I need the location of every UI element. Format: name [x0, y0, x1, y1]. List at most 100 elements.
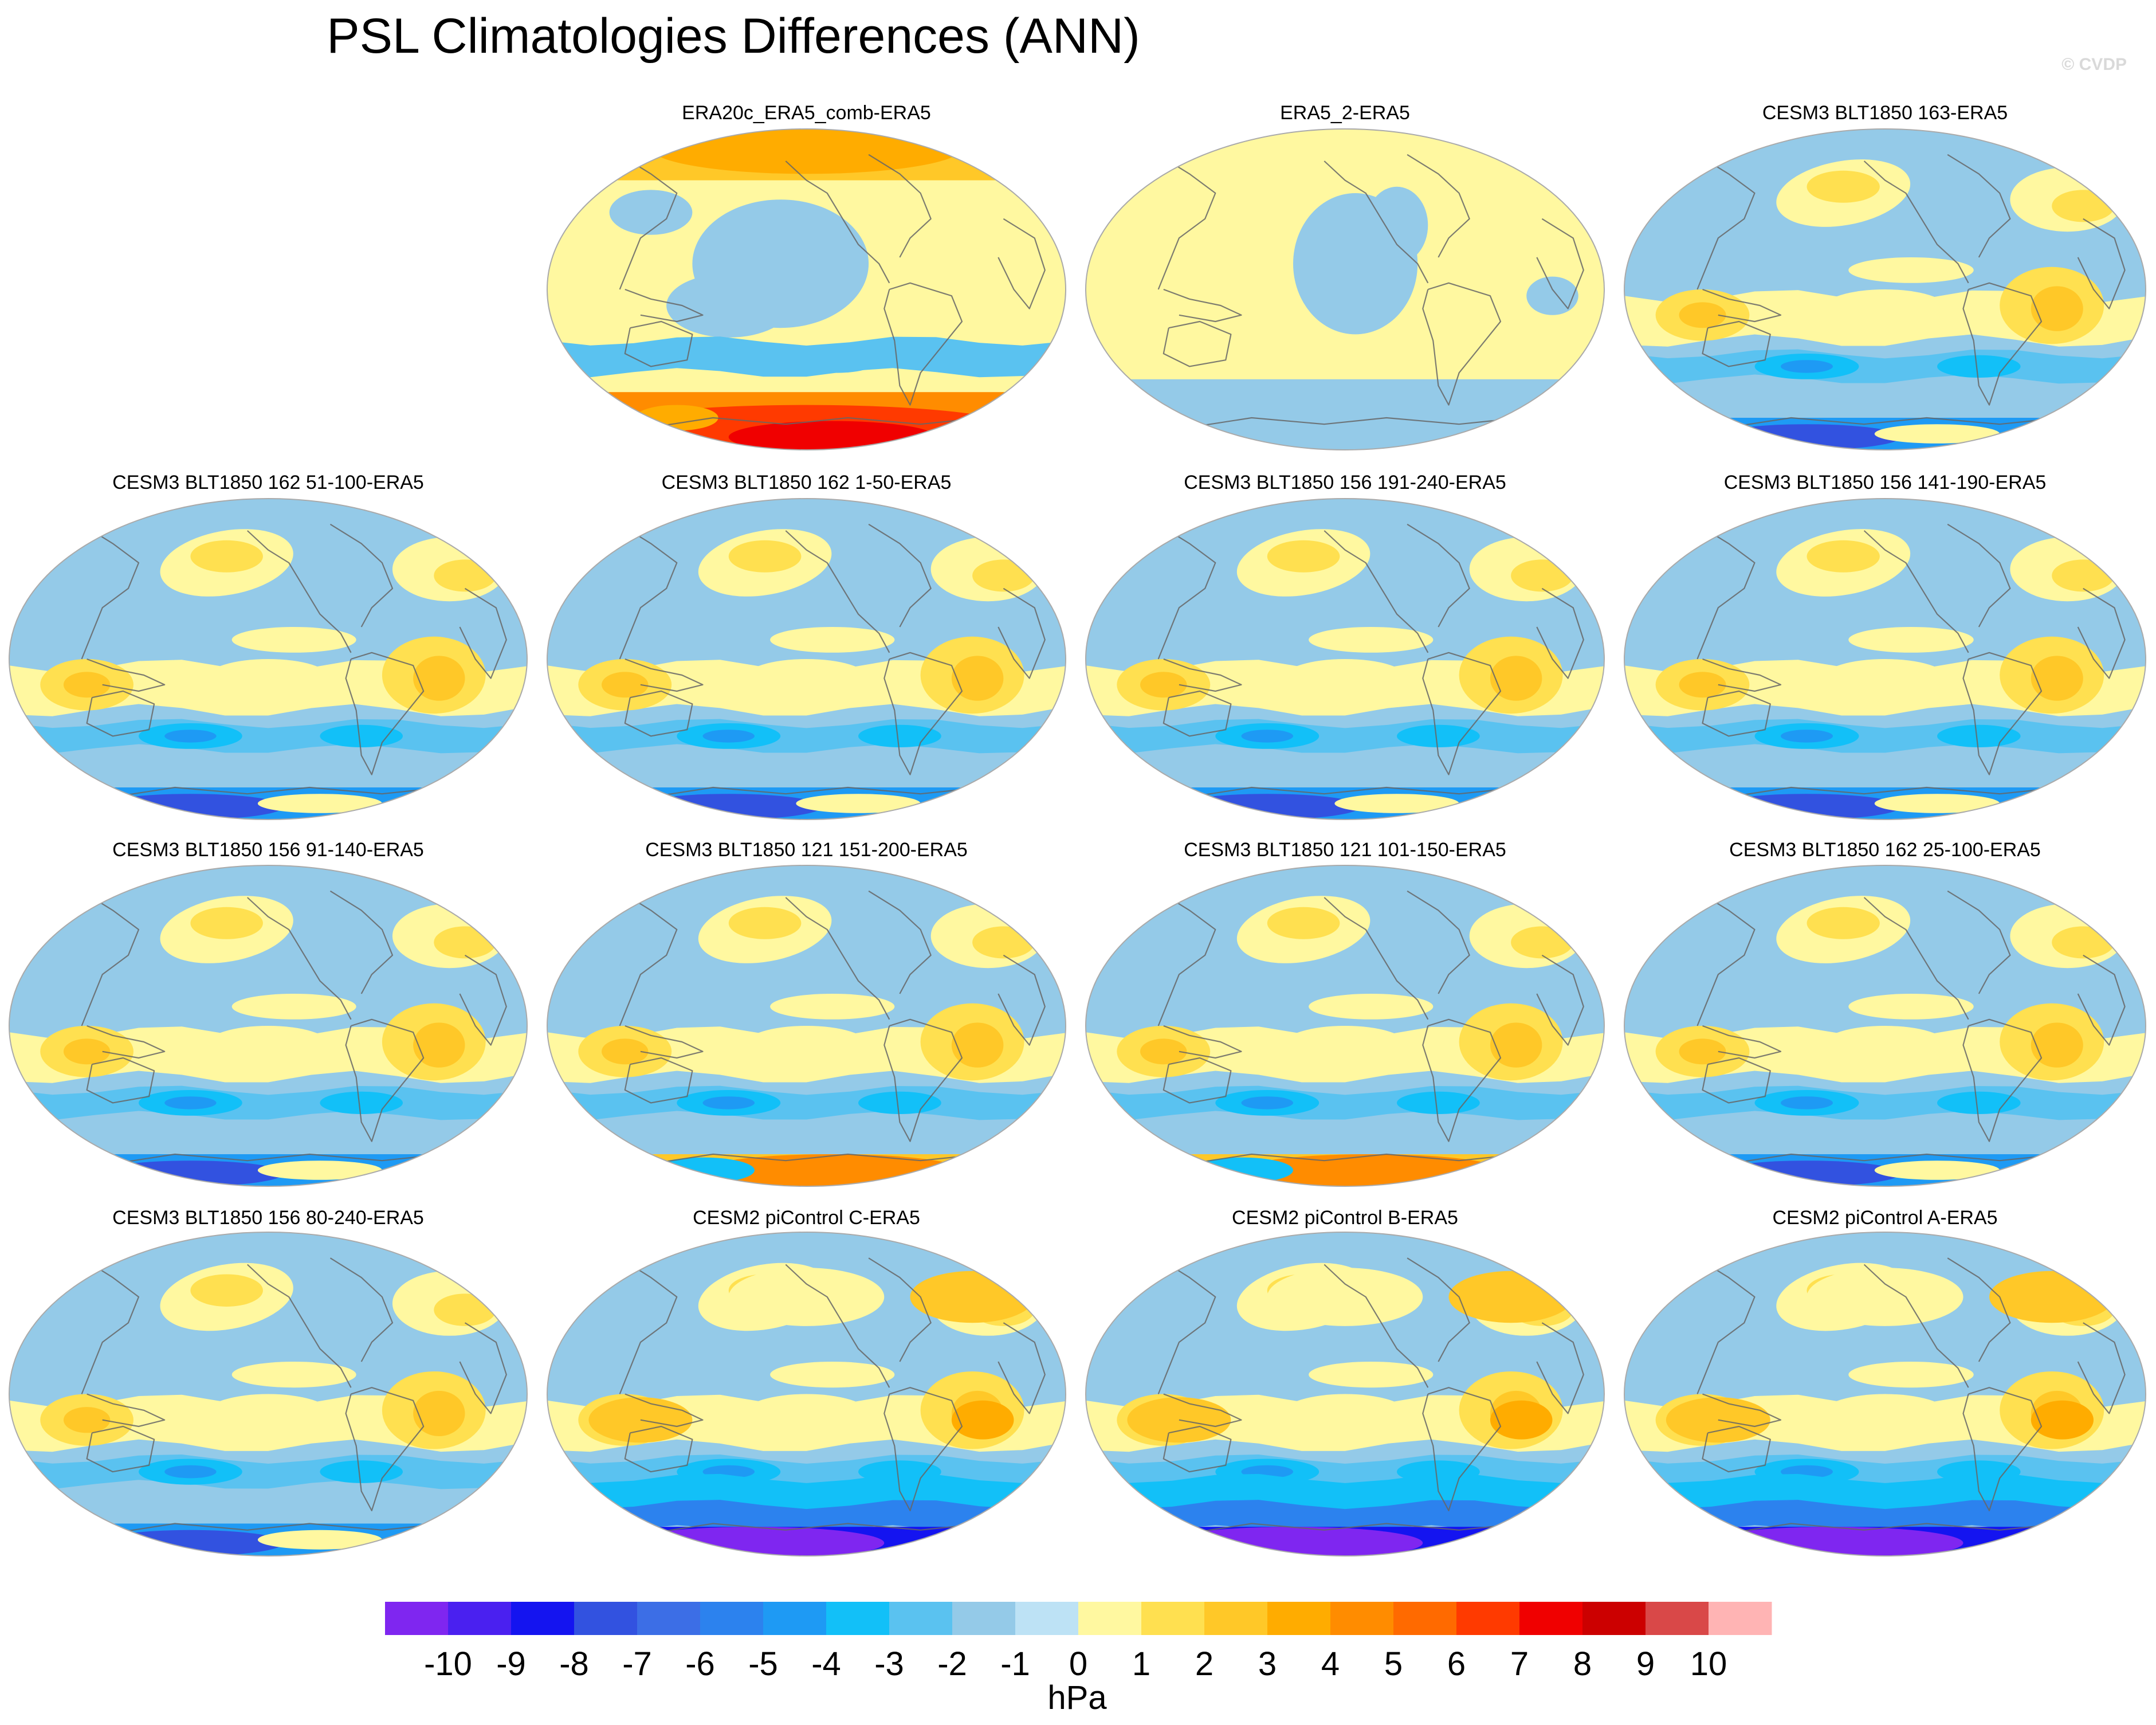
globe-outline	[547, 498, 1066, 820]
coastline	[345, 652, 425, 775]
colorbar-swatch	[1330, 1602, 1394, 1635]
coastline	[1422, 1018, 1502, 1142]
coastline	[1536, 1322, 1584, 1414]
map-field	[1086, 129, 1604, 450]
map-panel: CESM3 BLT1850 156 141-190-ERA5	[1624, 472, 2146, 820]
map-field	[9, 865, 527, 1186]
coastline	[459, 587, 507, 679]
colorbar-tick-label: 3	[1258, 1645, 1277, 1683]
coastline	[1863, 160, 1969, 284]
map-field	[547, 129, 1066, 450]
coastline	[1422, 652, 1502, 775]
map-field	[9, 499, 527, 820]
coastline	[625, 1025, 704, 1059]
coastline	[345, 1387, 425, 1511]
coastline	[624, 320, 693, 367]
coastline	[1702, 658, 1782, 692]
colorbar-tick-label: -9	[496, 1645, 526, 1683]
credit-text: © CVDP	[2061, 55, 2127, 74]
colorbar-tick-label: -4	[811, 1645, 841, 1683]
coastline	[1324, 897, 1429, 1020]
coastline	[81, 523, 140, 660]
colorbar-swatch	[1078, 1602, 1142, 1635]
coastline	[345, 1018, 425, 1142]
coastline	[87, 658, 166, 692]
colorbar-swatch	[1646, 1602, 1709, 1635]
coastline	[1163, 288, 1242, 323]
coastline	[1702, 690, 1771, 737]
coastline	[1157, 154, 1216, 290]
coastline	[1163, 1025, 1242, 1059]
map-panel: CESM3 BLT1850 163-ERA5	[1624, 102, 2146, 450]
globe-outline	[9, 1232, 528, 1557]
coastline	[1696, 523, 1756, 660]
map-field	[547, 865, 1066, 1186]
panel-title: CESM2 piControl A-ERA5	[1772, 1207, 1997, 1229]
coastline	[1962, 1387, 2043, 1511]
colorbar-tick-label: -7	[622, 1645, 652, 1683]
colorbar-swatch	[1709, 1602, 1772, 1635]
colorbar-swatch	[889, 1602, 953, 1635]
colorbar-tick-label: 8	[1573, 1645, 1592, 1683]
colorbar-swatch	[1267, 1602, 1331, 1635]
colorbar-tick-label: -8	[559, 1645, 589, 1683]
coastline	[86, 1057, 155, 1104]
coastline	[1702, 320, 1771, 367]
coastline	[329, 523, 394, 628]
globe-outline	[9, 865, 528, 1187]
map-field	[1624, 1232, 2146, 1556]
coastline	[81, 890, 140, 1026]
coastline	[1536, 218, 1584, 309]
coastline	[1163, 690, 1232, 737]
colorbar-tick-label: -1	[1000, 1645, 1030, 1683]
map-field	[1086, 865, 1604, 1186]
coastline	[625, 1393, 704, 1428]
coastline	[785, 160, 890, 284]
colorbar-tick-label: 7	[1510, 1645, 1529, 1683]
coastline	[1863, 530, 1969, 653]
coastline	[868, 1257, 932, 1362]
colorbar-tick-label: 9	[1636, 1645, 1655, 1683]
colorbar-swatch	[574, 1602, 638, 1635]
coastline	[998, 1322, 1046, 1414]
colorbar-tick-label: 2	[1195, 1645, 1214, 1683]
coastline	[998, 954, 1046, 1046]
colorbar-tick-label: 4	[1321, 1645, 1340, 1683]
coastline	[1696, 154, 1756, 290]
panel-title: CESM3 BLT1850 162 51-100-ERA5	[112, 472, 424, 493]
panel-title: CESM3 BLT1850 156 191-240-ERA5	[1184, 472, 1506, 493]
map-panel: CESM2 piControl C-ERA5	[547, 1207, 1066, 1557]
coastline	[1157, 1257, 1216, 1394]
globe-outline	[1085, 1232, 1605, 1557]
coastline	[2077, 218, 2126, 309]
coastline	[1157, 890, 1216, 1026]
coastline	[1962, 652, 2043, 775]
globe-outline	[1624, 498, 2146, 820]
coastline	[1947, 523, 2011, 628]
coastline	[785, 530, 890, 653]
map-field	[9, 1232, 527, 1556]
coastline	[868, 523, 932, 628]
globe-outline	[9, 498, 528, 820]
map-panel: CESM3 BLT1850 162 51-100-ERA5	[9, 472, 528, 820]
colorbar-swatch	[700, 1602, 764, 1635]
coastline	[619, 890, 678, 1026]
coastline	[87, 1393, 166, 1428]
map-panel: ERA5_2-ERA5	[1085, 102, 1605, 450]
coastline	[625, 658, 704, 692]
panel-title: CESM3 BLT1850 163-ERA5	[1762, 102, 2008, 124]
coastline	[2077, 1322, 2126, 1414]
coastline	[1696, 1257, 1756, 1394]
coastline	[624, 1057, 693, 1104]
colorbar-swatch	[1582, 1602, 1646, 1635]
globe-outline	[1624, 1232, 2146, 1557]
colorbar-swatch	[1015, 1602, 1079, 1635]
coastline	[459, 1322, 507, 1414]
coastline	[87, 1025, 166, 1059]
panel-title: CESM3 BLT1850 156 141-190-ERA5	[1724, 472, 2047, 493]
coastline	[1163, 320, 1232, 367]
coastline	[1536, 954, 1584, 1046]
map-panel: CESM3 BLT1850 121 151-200-ERA5	[547, 839, 1066, 1187]
globe-outline	[547, 1232, 1066, 1557]
